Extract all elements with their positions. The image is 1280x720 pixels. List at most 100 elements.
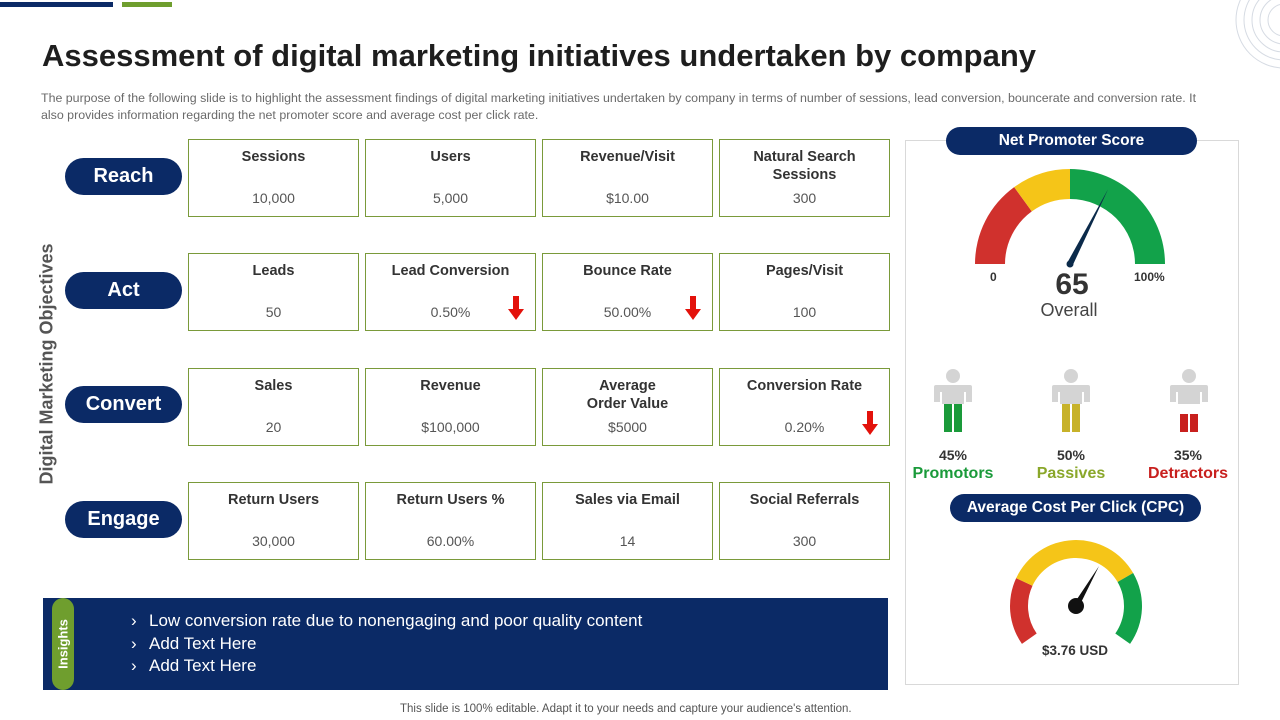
arrow-down-icon — [685, 296, 701, 320]
list-item: › Add Text Here — [131, 655, 642, 678]
metric-label: Lead Conversion — [391, 263, 510, 279]
metric-value: 0.20% — [784, 419, 825, 435]
top-accent-bar-green — [122, 2, 172, 7]
metric-label: Revenue — [420, 378, 481, 394]
metric-value: 14 — [619, 533, 636, 549]
cpc-needle — [1073, 566, 1099, 608]
cpc-segment-yellow — [1016, 540, 1134, 586]
cpc-title: Average Cost Per Click (CPC) — [950, 494, 1201, 522]
insights-tab: Insights — [52, 598, 74, 690]
metric-card: Sales via Email 14 — [542, 482, 713, 560]
objective-pill-act: Act — [65, 272, 182, 309]
gauge-scale-max: 100% — [1134, 270, 1165, 284]
metric-card: Conversion Rate 0.20% — [719, 368, 890, 446]
insights-tab-label: Insights — [55, 619, 71, 669]
metric-value: 50.00% — [603, 304, 652, 320]
metric-value: 0.50% — [430, 304, 471, 320]
insight-text: Add Text Here — [149, 633, 257, 653]
metric-value: 10,000 — [252, 190, 295, 206]
metric-label: Revenue/Visit — [580, 149, 675, 165]
cpc-segment-red — [1010, 578, 1037, 644]
objective-pill-engage: Engage — [65, 501, 182, 538]
metric-label: Return Users % — [396, 492, 505, 508]
gauge-needle — [1067, 189, 1109, 266]
passives-label: Passives — [1036, 465, 1106, 482]
metric-card: Lead Conversion 0.50% — [365, 253, 536, 331]
metric-label: Average Order Value — [586, 378, 669, 412]
metric-value: $100,000 — [421, 419, 480, 435]
person-promoter-icon — [934, 369, 972, 432]
metric-label: Sales — [254, 378, 293, 394]
detractors-label: Detractors — [1147, 465, 1229, 482]
metric-card: Revenue/Visit $10.00 — [542, 139, 713, 217]
passives-percent: 50% — [1056, 447, 1086, 463]
metric-card: Sales 20 — [188, 368, 359, 446]
metric-card: Pages/Visit 100 — [719, 253, 890, 331]
metric-value: 100 — [792, 304, 817, 320]
metric-card: Revenue $100,000 — [365, 368, 536, 446]
nps-overall-label: Overall — [1040, 300, 1098, 320]
metric-value: 30,000 — [252, 533, 295, 549]
metric-value: 60.00% — [426, 533, 475, 549]
metric-card: Bounce Rate 50.00% — [542, 253, 713, 331]
metric-value: 5,000 — [432, 190, 469, 206]
chevron-right-icon: › — [131, 611, 137, 630]
promoters-percent: 45% — [938, 447, 968, 463]
metric-label: Natural Search Sessions — [753, 149, 856, 183]
metric-card: Return Users % 60.00% — [365, 482, 536, 560]
cpc-value: $3.76 USD — [1041, 643, 1109, 658]
cpc-segment-green — [1115, 573, 1142, 644]
metric-card: Users 5,000 — [365, 139, 536, 217]
metric-card: Social Referrals 300 — [719, 482, 890, 560]
metric-label: Bounce Rate — [583, 263, 672, 279]
metric-card: Sessions 10,000 — [188, 139, 359, 217]
metric-card: Average Order Value $5000 — [542, 368, 713, 446]
list-item: › Low conversion rate due to nonengaging … — [131, 610, 642, 633]
person-passive-icon — [1052, 369, 1090, 432]
metric-value: 300 — [792, 190, 817, 206]
insights-list: › Low conversion rate due to nonengaging … — [131, 610, 642, 678]
metric-label: Users — [430, 149, 471, 165]
insight-text: Add Text Here — [149, 656, 257, 675]
objectives-axis-label: Digital Marketing Objectives — [36, 243, 57, 485]
chevron-right-icon: › — [131, 656, 137, 675]
footer-note: This slide is 100% editable. Adapt it to… — [400, 703, 852, 715]
objective-pill-convert: Convert — [65, 386, 182, 423]
insights-box: Insights › Low conversion rate due to non… — [43, 598, 888, 690]
nps-gauge — [975, 169, 1165, 268]
gauge-segment-yellow — [1014, 169, 1070, 212]
nps-title: Net Promoter Score — [946, 127, 1197, 155]
decorative-circles — [1235, 0, 1280, 69]
person-detractor-icon — [1170, 369, 1208, 432]
metric-value: $5000 — [608, 419, 647, 435]
page-subtitle: The purpose of the following slide is to… — [41, 91, 1197, 122]
metric-value: $10.00 — [606, 190, 649, 206]
insight-text: Low conversion rate due to nonengaging a… — [149, 611, 643, 630]
arrow-down-icon — [508, 296, 524, 320]
gauge-segment-red — [975, 187, 1032, 264]
list-item: › Add Text Here — [131, 633, 642, 656]
metric-card: Natural Search Sessions 300 — [719, 139, 890, 217]
top-accent-bar-navy — [0, 2, 113, 7]
cpc-gauge — [1010, 540, 1142, 644]
metric-card: Return Users 30,000 — [188, 482, 359, 560]
metric-label: Pages/Visit — [765, 263, 844, 279]
metric-label: Social Referrals — [749, 492, 860, 508]
gauge-scale-min: 0 — [990, 270, 997, 284]
metric-value: 50 — [265, 304, 282, 320]
gauge-segment-green — [1070, 169, 1165, 264]
gauge-needle-hub — [1066, 260, 1074, 268]
nps-score: 65 — [1055, 268, 1089, 301]
metric-label: Return Users — [227, 492, 320, 508]
metric-label: Leads — [252, 263, 295, 279]
metric-label: Sales via Email — [575, 492, 680, 508]
cpc-needle-hub — [1068, 598, 1084, 614]
metric-value: 300 — [792, 533, 817, 549]
chevron-right-icon: › — [131, 633, 137, 653]
page-title: Assessment of digital marketing initiati… — [42, 38, 1036, 73]
metric-value: 20 — [265, 419, 282, 435]
detractors-percent: 35% — [1173, 447, 1203, 463]
metric-label: Sessions — [241, 149, 306, 165]
objective-pill-reach: Reach — [65, 158, 182, 195]
metric-card: Leads 50 — [188, 253, 359, 331]
